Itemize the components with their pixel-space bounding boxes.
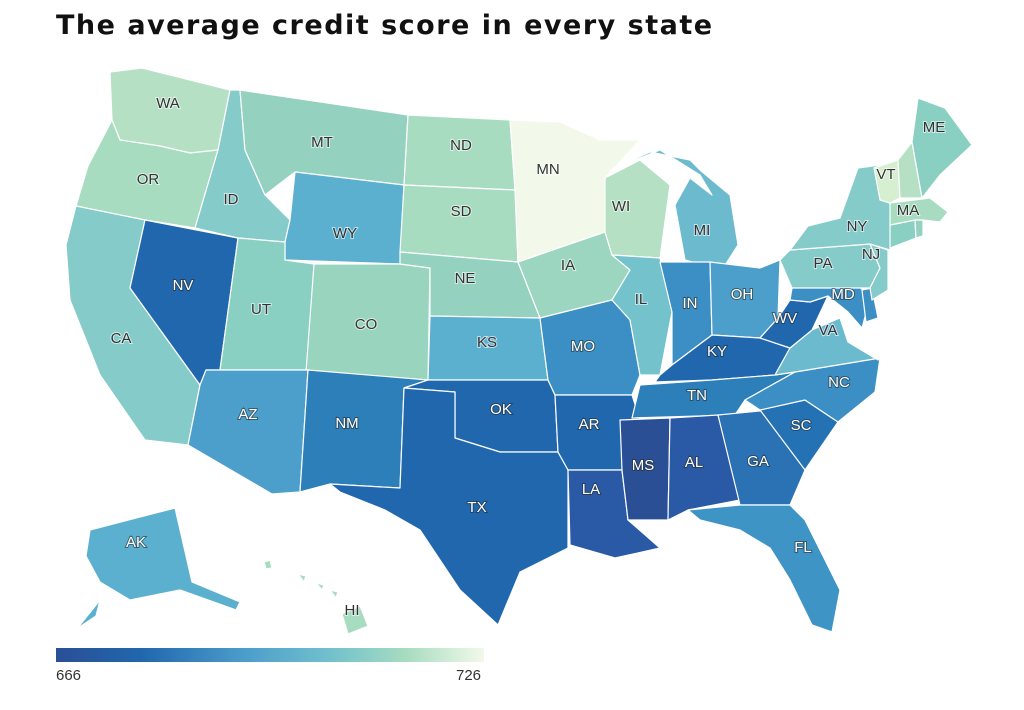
state-ma[interactable] [889, 197, 949, 226]
legend-max-label: 726 [456, 667, 482, 684]
state-hi[interactable] [263, 559, 369, 635]
state-ak[interactable] [71, 507, 241, 633]
state-al[interactable] [667, 414, 741, 521]
label-mt: MT [311, 134, 333, 151]
state-tx[interactable] [329, 387, 569, 626]
state-az[interactable] [187, 369, 309, 495]
label-oh: OH [731, 286, 754, 303]
label-ga: GA [747, 453, 769, 470]
label-ks: KS [477, 334, 497, 351]
label-sc: SC [791, 417, 812, 434]
label-mi: MI [694, 222, 711, 239]
label-pa: PA [814, 255, 833, 272]
label-il: IL [635, 291, 648, 308]
label-ca: CA [111, 330, 132, 347]
label-ma: MA [897, 202, 920, 219]
label-in: IN [683, 295, 698, 312]
label-ok: OK [490, 401, 512, 418]
label-ar: AR [579, 416, 600, 433]
state-co[interactable] [305, 263, 431, 381]
label-mn: MN [536, 161, 559, 178]
label-tn: TN [687, 387, 707, 404]
label-sd: SD [451, 203, 472, 220]
label-az: AZ [238, 406, 257, 423]
label-ne: NE [455, 270, 476, 287]
label-nv: NV [173, 277, 194, 294]
label-me: ME [923, 119, 946, 136]
state-vt[interactable] [873, 159, 901, 204]
legend-color-scale [56, 648, 484, 662]
state-ny[interactable] [789, 164, 893, 251]
label-ia: IA [561, 257, 575, 274]
label-vt: VT [876, 166, 895, 183]
label-la: LA [582, 481, 600, 498]
label-nm: NM [335, 415, 358, 432]
label-ky: KY [707, 343, 727, 360]
label-va: VA [819, 322, 838, 339]
label-ut: UT [251, 301, 271, 318]
state-fl[interactable] [687, 504, 841, 633]
label-wa: WA [156, 95, 180, 112]
state-wy[interactable] [284, 171, 405, 265]
label-co: CO [355, 316, 378, 333]
label-ak: AK [126, 534, 146, 551]
label-tx: TX [467, 499, 486, 516]
label-nd: ND [450, 137, 472, 154]
label-nc: NC [828, 374, 850, 391]
state-ri[interactable] [914, 219, 924, 239]
label-or: OR [137, 171, 160, 188]
label-wv: WV [773, 310, 797, 327]
label-ny: NY [847, 218, 868, 235]
label-nj: NJ [862, 246, 880, 263]
map-title: The average credit score in every state [56, 10, 714, 41]
label-wi: WI [612, 198, 630, 215]
label-hi: HI [345, 602, 360, 619]
state-labels: WA OR CA NV ID MT WY UT CO AZ NM ND SD N… [110, 94, 947, 620]
state-me[interactable] [911, 97, 973, 199]
label-md: MD [831, 286, 854, 303]
label-al: AL [685, 454, 703, 471]
label-wy: WY [333, 225, 357, 242]
legend-min-label: 666 [56, 667, 82, 684]
state-sd[interactable] [399, 184, 519, 263]
label-id: ID [224, 191, 239, 208]
label-fl: FL [794, 539, 812, 556]
state-de[interactable] [861, 287, 879, 323]
label-ms: MS [632, 457, 655, 474]
label-mo: MO [571, 338, 595, 355]
